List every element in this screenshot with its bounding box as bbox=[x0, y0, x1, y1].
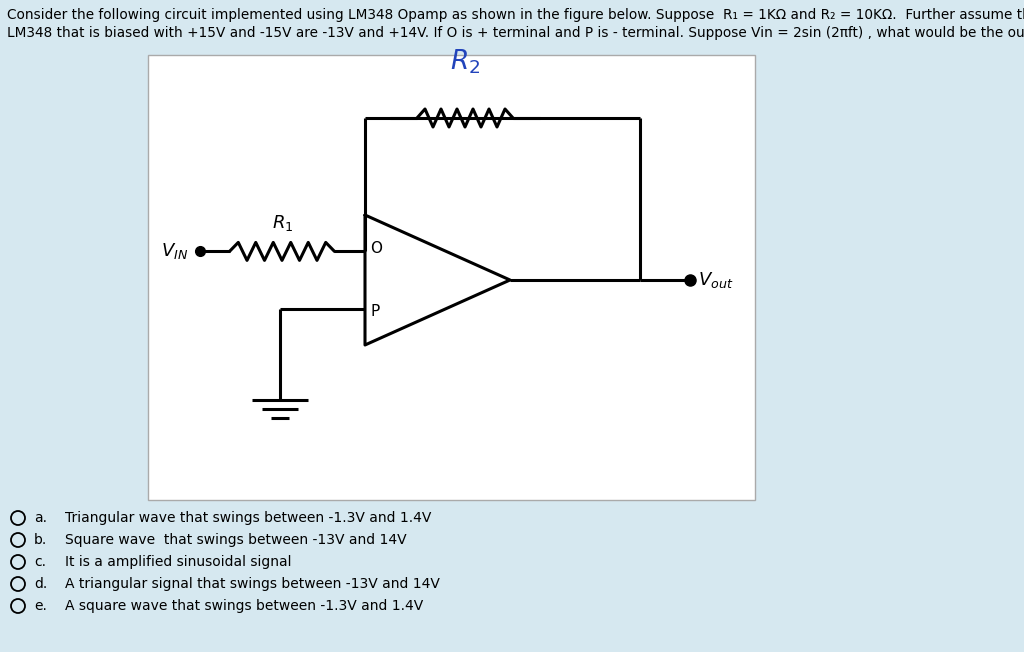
Text: LM348 that is biased with +15V and -15V are -13V and +14V. If O is + terminal an: LM348 that is biased with +15V and -15V … bbox=[7, 26, 1024, 40]
Text: Triangular wave that swings between -1.3V and 1.4V: Triangular wave that swings between -1.3… bbox=[65, 511, 431, 525]
Text: Square wave  that swings between -13V and 14V: Square wave that swings between -13V and… bbox=[65, 533, 407, 547]
Text: $V_{IN}$: $V_{IN}$ bbox=[161, 241, 188, 261]
Text: $R_2$: $R_2$ bbox=[450, 48, 480, 76]
Text: A square wave that swings between -1.3V and 1.4V: A square wave that swings between -1.3V … bbox=[65, 599, 423, 613]
Text: d.: d. bbox=[34, 577, 47, 591]
Text: A triangular signal that swings between -13V and 14V: A triangular signal that swings between … bbox=[65, 577, 440, 591]
Text: c.: c. bbox=[34, 555, 46, 569]
Text: $V_{out}$: $V_{out}$ bbox=[698, 270, 733, 290]
Bar bbox=[148, 55, 755, 500]
Text: P: P bbox=[370, 304, 379, 319]
Text: $R_1$: $R_1$ bbox=[271, 213, 293, 233]
Text: a.: a. bbox=[34, 511, 47, 525]
Text: e.: e. bbox=[34, 599, 47, 613]
Text: Consider the following circuit implemented using LM348 Opamp as shown in the fig: Consider the following circuit implement… bbox=[7, 8, 1024, 22]
Text: b.: b. bbox=[34, 533, 47, 547]
Text: It is a amplified sinusoidal signal: It is a amplified sinusoidal signal bbox=[65, 555, 292, 569]
Text: O: O bbox=[370, 241, 382, 256]
